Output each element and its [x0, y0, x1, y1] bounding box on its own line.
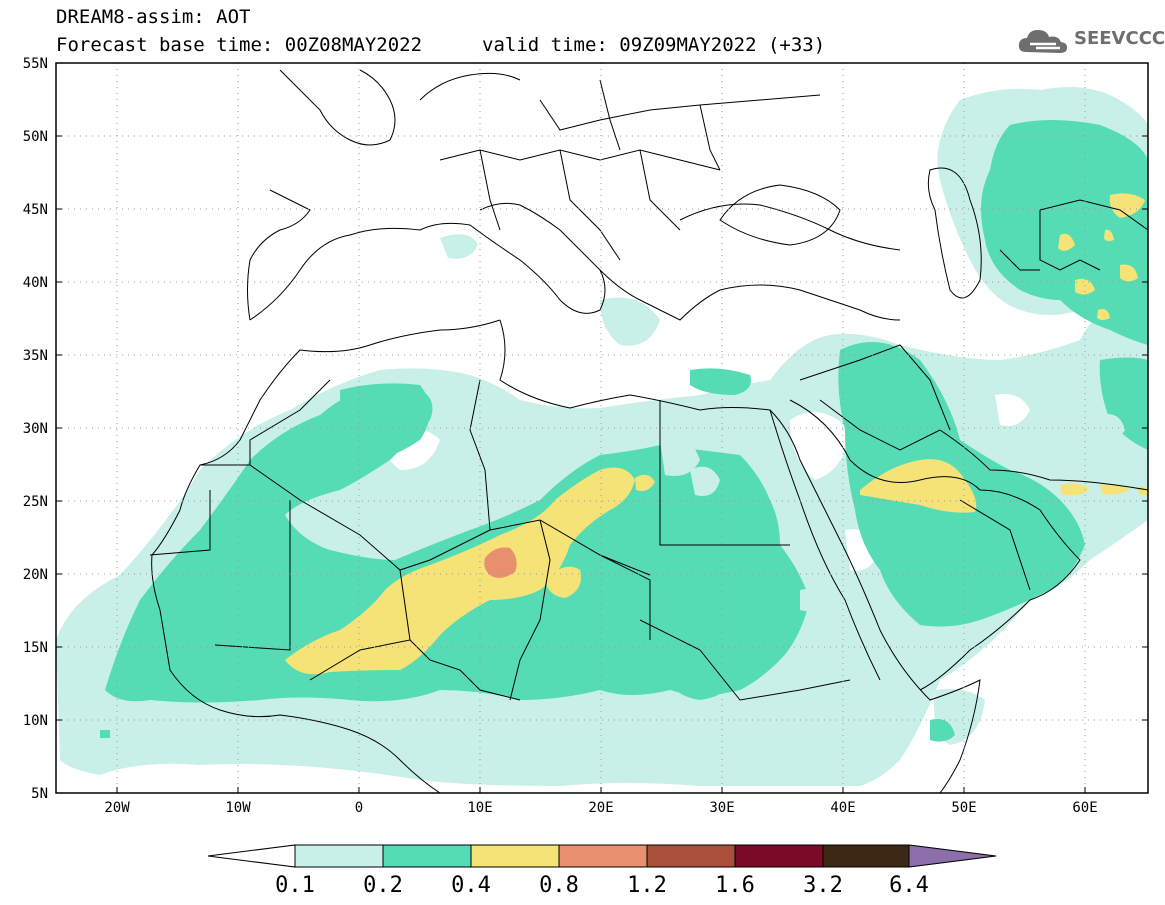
lat-label: 25N [23, 494, 48, 510]
colorbar-label: 0.4 [451, 873, 491, 898]
colorbar-label: 1.6 [715, 873, 755, 898]
colorbar-labels: 0.1 0.2 0.4 0.8 1.2 1.6 3.2 6.4 [275, 873, 929, 898]
lon-label: 40E [830, 800, 855, 816]
lat-label: 30N [23, 421, 48, 437]
lat-label: 35N [23, 348, 48, 364]
lat-label: 45N [23, 202, 48, 218]
aot-level-0.8 [484, 547, 517, 578]
aot-green-holes [660, 414, 1125, 612]
graticule [56, 63, 1148, 793]
lat-label: 50N [23, 129, 48, 145]
colorbar-low-arrow [207, 844, 296, 868]
lon-label: 10W [225, 800, 251, 816]
lat-label: 5N [31, 786, 48, 802]
lat-label: 20N [23, 567, 48, 583]
colorbar-swatch [734, 844, 824, 868]
colorbar-label: 6.4 [889, 873, 929, 898]
colorbar-label: 3.2 [803, 873, 843, 898]
lon-label: 50E [951, 800, 976, 816]
lon-label: 30E [709, 800, 734, 816]
logo-text: SEEVCCC [1074, 28, 1165, 49]
colorbar-label: 0.1 [275, 873, 315, 898]
coastlines-borders [149, 69, 1148, 793]
seevccc-logo: SEEVCCC [1016, 24, 1165, 58]
colorbar-swatch [470, 844, 560, 868]
lat-label: 55N [23, 56, 48, 72]
tick-marks [56, 62, 1148, 793]
colorbar-label: 0.8 [539, 873, 579, 898]
forecast-base-time: Forecast base time: 00Z08MAY2022 [56, 34, 423, 56]
colorbar-label: 0.2 [363, 873, 403, 898]
lon-label: 10E [467, 800, 492, 816]
model-title: DREAM8-assim: AOT [56, 6, 251, 28]
lon-label: 20E [588, 800, 613, 816]
lon-label: 20W [104, 800, 130, 816]
colorbar-high-arrow [908, 844, 997, 868]
lat-label: 40N [23, 275, 48, 291]
colorbar-swatch [822, 844, 910, 868]
lon-label: 0 [355, 800, 363, 816]
colorbar-swatch [382, 844, 472, 868]
lat-label: 10N [23, 713, 48, 729]
valid-time: valid time: 09Z09MAY2022 (+33) [482, 34, 826, 56]
lon-label: 60E [1072, 800, 1097, 816]
colorbar [207, 844, 997, 868]
colorbar-swatch [646, 844, 736, 868]
latitude-labels: 55N 50N 45N 40N 35N 30N 25N 20N 15N 10N … [23, 56, 48, 802]
lat-label: 15N [23, 640, 48, 656]
colorbar-label: 1.2 [627, 873, 667, 898]
cloud-icon [1018, 30, 1068, 53]
longitude-labels: 20W 10W 0 10E 20E 30E 40E 50E 60E [104, 800, 1097, 816]
colorbar-swatch [558, 844, 648, 868]
colorbar-swatch [294, 844, 384, 868]
